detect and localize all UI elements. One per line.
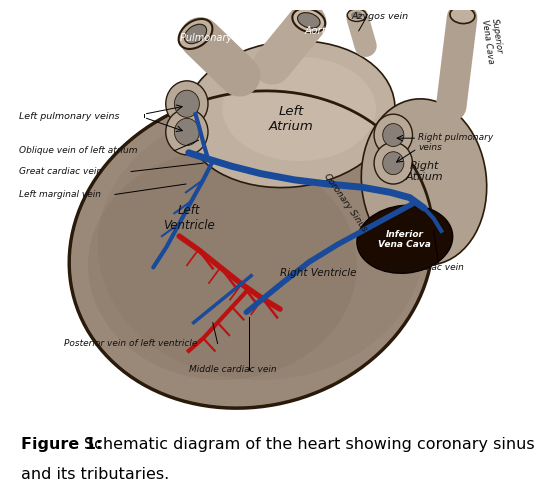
FancyArrowPatch shape xyxy=(358,18,366,46)
Circle shape xyxy=(382,152,404,175)
Ellipse shape xyxy=(450,7,475,23)
Ellipse shape xyxy=(184,24,207,44)
Ellipse shape xyxy=(88,151,357,380)
Text: Aorta: Aorta xyxy=(304,26,333,36)
Circle shape xyxy=(174,90,199,117)
Text: Middle cardiac vein: Middle cardiac vein xyxy=(189,365,277,374)
FancyArrowPatch shape xyxy=(272,22,307,65)
Text: Left
Ventricle: Left Ventricle xyxy=(163,205,214,233)
Ellipse shape xyxy=(292,8,325,32)
Circle shape xyxy=(174,118,199,146)
Ellipse shape xyxy=(184,41,395,188)
Text: Right pulmonary
veins: Right pulmonary veins xyxy=(418,133,493,152)
Text: Great cardiac vein: Great cardiac vein xyxy=(19,167,102,176)
Text: Left
Atrium: Left Atrium xyxy=(269,105,314,133)
Ellipse shape xyxy=(97,109,424,380)
Text: Pulmonary Artery: Pulmonary Artery xyxy=(180,33,265,43)
Text: Inferior
Vena Cava: Inferior Vena Cava xyxy=(379,230,431,249)
Text: Azygos vein: Azygos vein xyxy=(352,12,409,21)
Circle shape xyxy=(166,81,208,127)
Ellipse shape xyxy=(179,19,212,49)
Text: Figure 1:: Figure 1: xyxy=(21,437,102,452)
Text: Posterior vein of left ventricle: Posterior vein of left ventricle xyxy=(64,339,197,348)
Text: Oblique vein of left atrium: Oblique vein of left atrium xyxy=(19,146,137,155)
Ellipse shape xyxy=(357,205,452,273)
Text: Left pulmonary veins: Left pulmonary veins xyxy=(19,112,119,121)
Ellipse shape xyxy=(222,57,376,161)
Text: Coronary Sinus: Coronary Sinus xyxy=(322,172,368,234)
Ellipse shape xyxy=(351,11,362,19)
Ellipse shape xyxy=(297,12,320,28)
Circle shape xyxy=(374,114,413,156)
Text: Schematic diagram of the heart showing coronary sinus: Schematic diagram of the heart showing c… xyxy=(85,437,535,452)
Text: Left marginal vein: Left marginal vein xyxy=(19,190,101,199)
Circle shape xyxy=(166,109,208,155)
Text: Right Ventricle: Right Ventricle xyxy=(280,267,357,277)
FancyArrowPatch shape xyxy=(200,38,240,76)
Ellipse shape xyxy=(361,99,487,265)
Text: Right
Atrium: Right Atrium xyxy=(405,161,443,182)
Ellipse shape xyxy=(70,92,432,408)
Circle shape xyxy=(374,142,413,184)
Text: Small cardiac vein: Small cardiac vein xyxy=(381,263,464,272)
Text: and its tributaries.: and its tributaries. xyxy=(21,468,169,483)
Circle shape xyxy=(382,124,404,147)
Text: Superior
Vena Cava: Superior Vena Cava xyxy=(480,18,505,65)
Ellipse shape xyxy=(347,9,366,21)
FancyArrowPatch shape xyxy=(451,18,462,106)
